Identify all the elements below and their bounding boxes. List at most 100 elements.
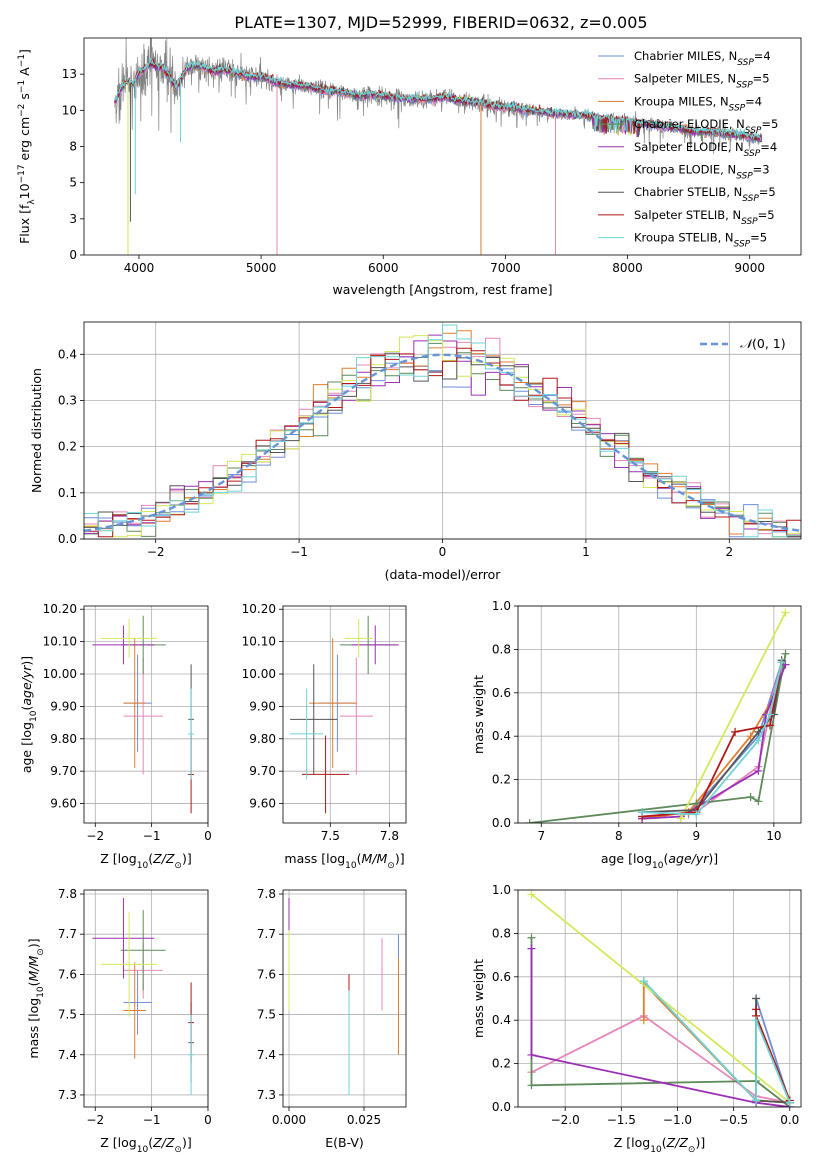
axes-frame [517,605,802,824]
y-tick-label: 7.7 [58,927,77,941]
plot-area [92,615,194,814]
mass-weight-marker [754,766,763,775]
x-tick-label: 9 [693,829,701,843]
y-tick-label: 0.2 [492,773,511,787]
mass-weight-marker [752,1096,761,1105]
mass-weight-line-3 [529,653,787,823]
y-tick-label: 9.70 [249,764,276,778]
x-tick-label: 7000 [490,261,521,275]
y-tick-label: 7.5 [58,1008,77,1022]
weight-vs-age-panel: 7 8 9 10 0.0 0.2 0.4 0.6 0.8 1.0 age [log10(age/yr… [471,599,802,871]
plot-area [525,608,790,823]
mass-weight-marker [746,732,755,741]
mass-weight-marker [785,1098,794,1107]
residuals-panel: −2 −1 0 1 2 0.0 0.1 0.2 0.3 0.4 (data-model)/error… [29,321,802,582]
x-tick-label: −1 [143,829,161,843]
mass-weight-line-4 [530,948,790,1107]
y-tick-label: 7.4 [257,1048,276,1062]
x-axis-label: age [log10(age/yr)] [601,851,718,871]
mass-weight-marker [731,727,740,736]
plot-area [290,615,399,814]
axes: 7 8 9 10 0.0 0.2 0.4 0.6 0.8 1.0 age [log10(age/yr… [471,599,802,871]
mass-weight-marker [676,814,685,823]
y-tick-label: 9.80 [249,732,276,746]
x-tick-label: 0 [204,829,212,843]
axes-frame [282,889,407,1108]
y-tick-label: 0.0 [492,816,511,830]
y-tick-label: 9.70 [50,764,77,778]
axes-frame [83,605,209,824]
plot-area [288,898,399,1095]
figure-title: PLATE=1307, MJD=52999, FIBERID=0632, z=0… [234,13,647,32]
mass-weight-marker [752,1016,761,1025]
y-tick-label: 13 [62,67,77,81]
y-tick-label: 0.6 [492,686,511,700]
x-tick-label: −1.5 [607,1113,636,1127]
mass-weight-marker [639,1016,648,1025]
legend-entry: Salpeter STELIB, NSSP=5 [634,208,775,227]
y-tick-label: 8 [69,140,77,154]
y-tick-label: 5 [69,176,77,190]
axes: −2.0 −1.5 −1.0 −0.5 0.0 0.0 0.2 0.4 0.6 0.8 1.0 Z [… [471,883,802,1155]
model-spectrum-8 [114,57,763,141]
mass-weight-marker [781,649,790,658]
x-tick-label: 0 [439,545,447,559]
axes: −2 −1 0 1 2 0.0 0.1 0.2 0.3 0.4 (data-model)/error… [29,321,802,582]
y-tick-label: 0.4 [58,347,77,361]
legend-entry: Chabrier ELODIE, NSSP=5 [634,117,778,136]
legend-entry: Chabrier MILES, NSSP=4 [634,49,771,68]
x-tick-label: 0.000 [272,1113,306,1127]
axes-frame [517,889,802,1108]
mass-weight-marker [527,1050,536,1059]
y-tick-label: 7.8 [257,887,276,901]
grid [84,890,209,1107]
mass-weight-marker [752,994,761,1003]
mass-weight-marker [527,890,536,899]
x-tick-label: 4000 [124,261,155,275]
y-tick-label: 0.4 [492,729,511,743]
y-tick-label: 9.90 [249,699,276,713]
y-tick-label: 9.80 [50,732,77,746]
y-tick-label: 10 [62,103,77,117]
x-tick-label: −2 [86,1113,104,1127]
grid [283,890,406,1107]
y-tick-label: 0.0 [58,532,77,546]
residual-histogram-8 [84,324,801,538]
x-tick-label: 7.8 [380,829,399,843]
y-tick-label: 9.60 [50,797,77,811]
y-tick-label: 0.2 [58,440,77,454]
plot-area [527,890,794,1107]
x-tick-label: 8 [615,829,623,843]
axes: 4000 5000 6000 7000 8000 9000 0 3 5 8 10 13 waveleng… [17,37,802,297]
x-tick-label: −2 [147,545,165,559]
y-tick-label: 7.7 [257,927,276,941]
x-tick-label: 5000 [246,261,277,275]
axes: 0.000 0.025 7.3 7.4 7.5 7.6 7.7 7.8 E(B-V) [257,887,407,1150]
mass-weight-marker [527,944,536,953]
y-tick-label: 0.3 [58,393,77,407]
x-axis-label: Z [log10(Z/Z⊙)] [614,1135,705,1155]
axes: 7.5 7.8 9.60 9.70 9.80 9.90 10.00 10.10 10.20 mas… [242,602,407,871]
y-tick-label: 10.00 [242,667,276,681]
x-axis-label: wavelength [Angstrom, rest frame] [332,282,552,297]
y-tick-label: 10.10 [242,635,276,649]
x-tick-label: 8000 [612,261,643,275]
axes-frame [83,889,209,1108]
x-tick-label: 9000 [734,261,765,275]
mass-weight-line-5 [679,612,787,820]
mass-vs-metallicity-panel: −2 −1 0 7.3 7.4 7.5 7.6 7.7 7.8 Z [log10(Z/Z⊙)] ma… [26,887,212,1155]
mass-weight-marker [754,736,763,745]
mass-weight-marker [777,658,786,667]
y-axis-label: mass weight [471,675,486,754]
y-tick-label: 0.0 [492,1100,511,1114]
y-tick-label: 7.6 [257,967,276,981]
x-tick-label: 2 [725,545,733,559]
y-tick-label: 3 [69,212,77,226]
y-tick-label: 10.10 [43,635,77,649]
spectrum-legend: Chabrier MILES, NSSP=4 Salpeter MILES, NS… [598,49,778,250]
legend-entry: Kroupa STELIB, NSSP=5 [634,231,767,250]
x-tick-label: 10 [766,829,781,843]
y-axis-label: age [log10(age/yr)] [19,656,39,773]
y-tick-label: 7.3 [58,1088,77,1102]
y-tick-label: 7.8 [58,887,77,901]
